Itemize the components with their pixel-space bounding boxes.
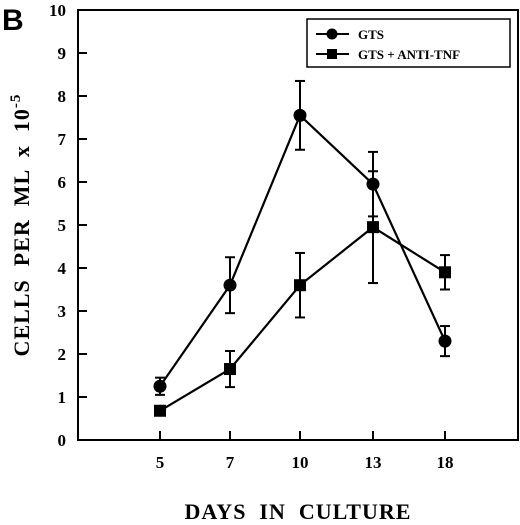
y-tick-label: 0 [58,431,67,450]
data-point [154,404,166,417]
legend-box [306,18,511,68]
y-axis-title-main: CELLS PER ML x 10 [9,108,34,356]
data-point [438,334,452,348]
x-tick-label: 13 [365,453,382,472]
x-tick-label: 10 [292,453,309,472]
series-line [159,113,446,387]
x-tick-label: 5 [156,453,165,472]
data-point [224,363,236,376]
x-axis-ticks: 5 7 10 13 18 [156,431,454,472]
series-gts [153,79,452,396]
data-point [223,278,237,292]
plot-frame [77,9,519,441]
y-tick-label: 9 [58,44,67,63]
y-tick-label: 4 [58,259,67,278]
data-point [293,108,307,122]
y-tick-label: 7 [58,130,67,149]
y-axis-title: CELLS PER ML x 10-5 [8,94,34,357]
x-axis-title: DAYS IN CULTURE [185,499,412,524]
data-point [294,279,306,292]
data-point [153,379,167,393]
y-tick-label: 1 [58,388,67,407]
y-tick-label: 8 [58,87,67,106]
y-axis-title-exponent: -5 [8,94,24,109]
y-tick-label: 6 [58,173,67,192]
y-tick-label: 2 [58,345,67,364]
data-point [439,266,451,279]
y-tick-label: 3 [58,302,67,321]
legend-label-anti-tnf: GTS + ANTI-TNF [358,47,460,62]
series-layer [153,79,452,417]
y-tick-label: 5 [58,216,67,235]
legend-label-gts: GTS [358,27,384,42]
y-tick-label: 10 [49,1,66,20]
x-tick-label: 7 [226,453,235,472]
panel-label: B [2,4,24,37]
legend: GTS GTS + ANTI-TNF [306,18,511,68]
y-axis-ticks: 0 1 2 3 4 5 6 7 8 9 10 [49,1,87,450]
legend-marker-gts [326,28,338,40]
series-gts-anti-tnf [154,170,451,417]
data-point [367,221,379,234]
series-line [159,225,446,412]
legend-marker-anti-tnf [327,49,337,59]
x-tick-label: 18 [437,453,454,472]
